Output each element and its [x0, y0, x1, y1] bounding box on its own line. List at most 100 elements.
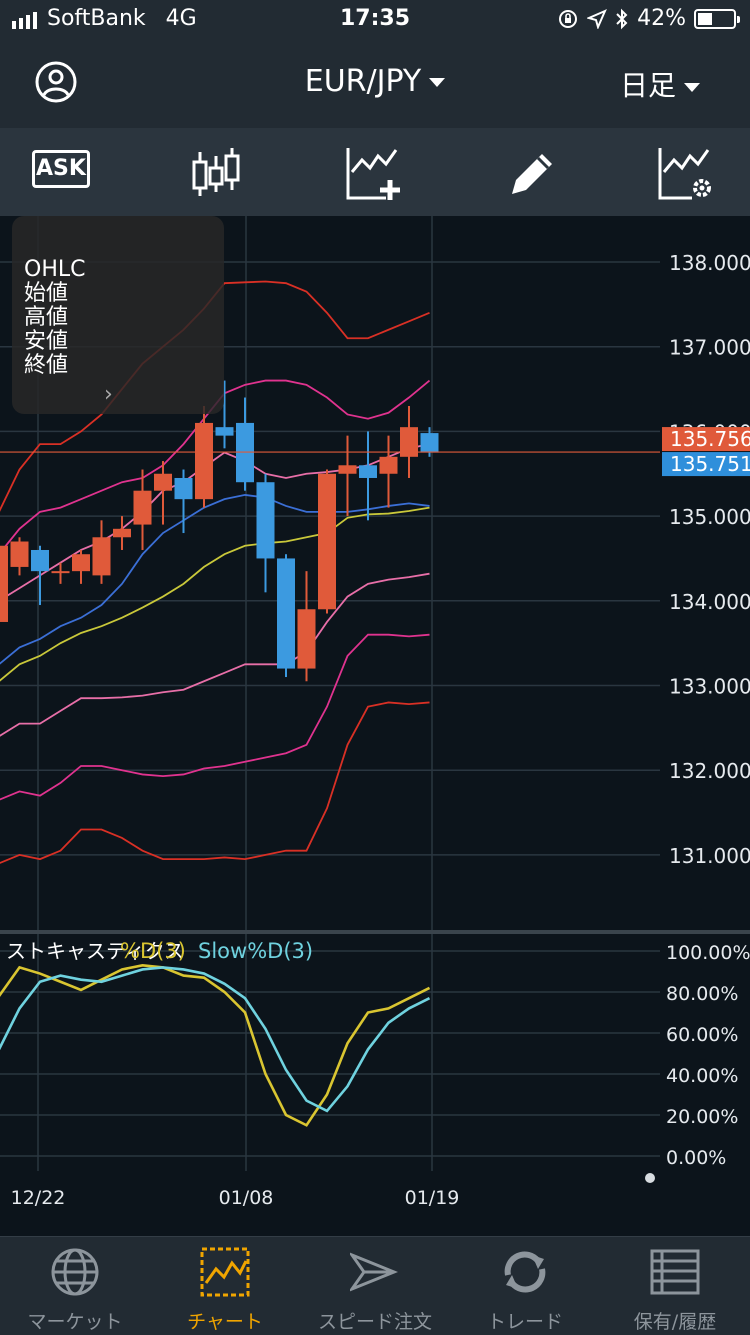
- candle-body: [92, 537, 111, 576]
- location-icon: [587, 8, 608, 29]
- battery-percent: 42%: [637, 6, 686, 31]
- band-line: [0, 506, 430, 682]
- candle-body: [215, 427, 234, 436]
- date-label: 01/19: [405, 1187, 460, 1209]
- tab-history[interactable]: 保有/履歴: [600, 1237, 750, 1335]
- ask-button[interactable]: ASK: [32, 150, 90, 188]
- osc-title: ストキャスティクス: [6, 939, 184, 963]
- candle-body: [277, 558, 295, 669]
- stochastic-line: [0, 964, 431, 1127]
- status-left: SoftBank 4G: [12, 6, 197, 31]
- ohlc-close-label: 終値: [24, 353, 69, 378]
- osc-tick-label: 100.00%: [666, 942, 750, 964]
- pair-label: EUR/JPY: [304, 64, 422, 99]
- candle-body: [297, 609, 316, 669]
- ohlc-low-label: 安値: [24, 329, 69, 354]
- tab-label: トレード: [486, 1311, 563, 1333]
- candle-body: [195, 422, 213, 500]
- price-tick-label: 132.000: [669, 759, 750, 783]
- date-label: 12/22: [11, 1187, 66, 1209]
- candle-body: [10, 541, 29, 567]
- chevron-right-icon[interactable]: ›: [104, 382, 113, 407]
- candle-body: [113, 528, 131, 538]
- stochastic-line: [0, 966, 431, 1113]
- trade-refresh-icon: [504, 1251, 546, 1293]
- signal-icon: [12, 9, 37, 29]
- candle-body: [51, 571, 70, 574]
- price-chart[interactable]: 138.000137.000136.000135.000134.000133.0…: [0, 216, 750, 1236]
- clock: 17:35: [339, 6, 411, 31]
- ohlc-open-label: 始値: [24, 281, 69, 306]
- pencil-draw-icon[interactable]: [504, 146, 560, 202]
- orientation-lock-icon: [559, 9, 578, 28]
- pane-divider: [0, 930, 750, 934]
- date-label: 01/08: [219, 1187, 274, 1209]
- candle-body: [133, 490, 152, 525]
- ask-price-label: 135.756: [670, 427, 750, 451]
- osc-tick-label: 20.00%: [666, 1106, 738, 1128]
- candle-body: [256, 482, 275, 559]
- candle-body: [379, 456, 398, 474]
- status-right: 42%: [557, 6, 740, 31]
- price-tick-label: 133.000: [669, 675, 750, 699]
- price-tick-label: 137.000: [669, 336, 750, 360]
- candle-body: [420, 433, 439, 453]
- chart-toolbar: ASK: [0, 128, 750, 216]
- x-axis-bg: [0, 1172, 750, 1236]
- ohlc-label: OHLC: [24, 257, 86, 282]
- candle-body: [72, 554, 90, 572]
- bid-price-badge: [662, 452, 750, 477]
- osc-tick-label: 80.00%: [666, 983, 738, 1005]
- candle-body: [318, 473, 336, 610]
- add-indicator-icon[interactable]: [346, 146, 402, 202]
- band-line: [0, 494, 430, 665]
- candlestick-type-icon[interactable]: [188, 146, 244, 202]
- tab-trade[interactable]: トレード: [450, 1237, 600, 1335]
- candle-body: [154, 473, 172, 491]
- indicator-settings-icon[interactable]: [658, 146, 714, 202]
- ohlc-panel[interactable]: [12, 216, 224, 414]
- tab-market[interactable]: マーケット: [0, 1237, 150, 1335]
- history-list-icon: [650, 1249, 700, 1295]
- tab-bar: マーケット チャート スピード注文 トレード 保有/履歴: [0, 1236, 750, 1335]
- candle-body: [0, 545, 8, 622]
- tab-label: スピード注文: [317, 1311, 432, 1333]
- tab-label: チャート: [187, 1311, 263, 1333]
- price-tick-label: 134.000: [669, 590, 750, 614]
- battery-icon: [694, 8, 740, 29]
- tab-label: マーケット: [27, 1311, 123, 1333]
- network-type: 4G: [165, 6, 197, 31]
- tab-label: 保有/履歴: [633, 1311, 717, 1333]
- speed-order-icon: [350, 1252, 398, 1292]
- price-tick-label: 131.000: [669, 844, 750, 868]
- chevron-down-icon: [684, 82, 700, 92]
- ohlc-high-label: 高値: [24, 305, 69, 330]
- pair-selector[interactable]: EUR/JPY: [0, 64, 750, 99]
- account-icon[interactable]: [34, 60, 78, 104]
- osc-tick-label: 0.00%: [666, 1147, 726, 1169]
- period-label: 日足: [619, 69, 676, 102]
- candle-body: [400, 427, 418, 457]
- tab-speed-order[interactable]: スピード注文: [300, 1237, 450, 1335]
- price-axis-bg: [660, 216, 750, 930]
- osc-tick-label: 40.00%: [666, 1065, 738, 1087]
- candle-body: [31, 549, 49, 572]
- globe-icon: [51, 1248, 99, 1296]
- price-tick-label: 135.000: [669, 505, 750, 529]
- price-tick-label: 138.000: [669, 251, 750, 275]
- period-selector[interactable]: 日足: [620, 64, 700, 104]
- osc-legend-d: %D(3): [120, 939, 186, 963]
- scroll-indicator: [645, 1173, 655, 1183]
- candle-body: [359, 465, 377, 478]
- ask-price-badge: [662, 427, 750, 452]
- nav-bar: EUR/JPY 日足: [0, 40, 750, 128]
- band-line: [0, 572, 430, 737]
- chevron-down-icon: [429, 78, 446, 87]
- chart-icon: [200, 1247, 250, 1297]
- bluetooth-icon: [616, 8, 628, 29]
- osc-tick-label: 60.00%: [666, 1024, 738, 1046]
- bid-price-label: 135.751: [670, 452, 750, 476]
- carrier-name: SoftBank: [47, 6, 146, 31]
- status-bar: SoftBank 4G 17:35 42%: [0, 0, 750, 40]
- tab-chart[interactable]: チャート: [150, 1237, 300, 1335]
